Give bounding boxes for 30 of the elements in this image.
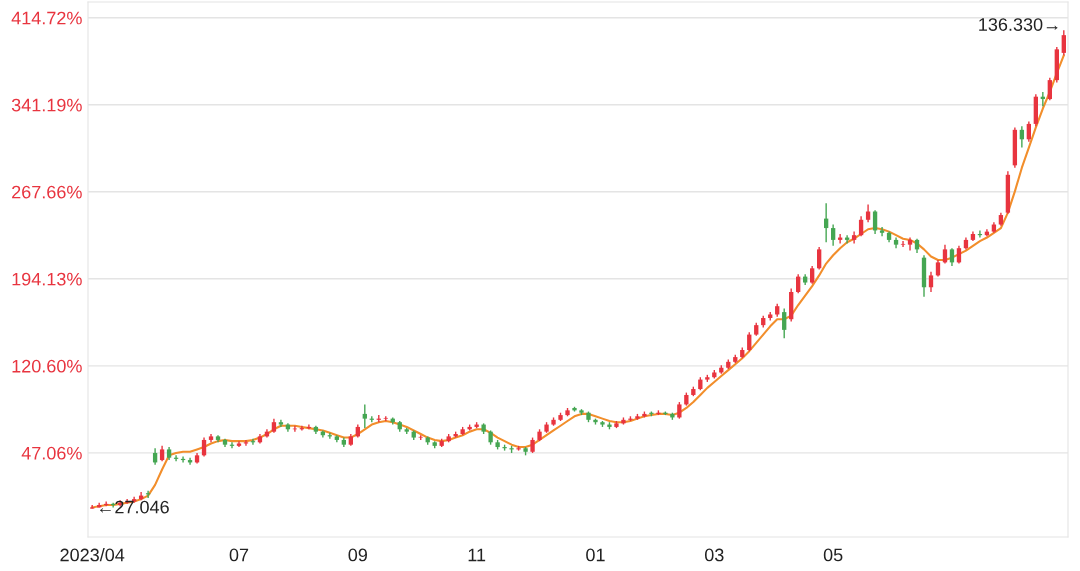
x-tick-label: 07: [229, 548, 249, 562]
candlestick: [362, 403, 367, 429]
y-tick-label: 120.60%: [12, 359, 82, 373]
y-tick-label: 414.72%: [11, 11, 82, 25]
y-tick-label: 194.13%: [12, 272, 82, 286]
candlestick: [816, 246, 822, 271]
candlestick: [858, 215, 864, 238]
annotation: 136.330→: [979, 18, 1058, 31]
candlestick: [796, 273, 801, 294]
candlestick: [879, 226, 885, 238]
candlestick: [830, 223, 836, 247]
candlestick: [1026, 120, 1032, 143]
y-tick-label: 341.19%: [11, 98, 82, 112]
candlestick: [900, 240, 906, 248]
x-tick-label: 09: [348, 548, 367, 562]
candlestick: [201, 436, 207, 458]
candlestick: [942, 243, 948, 265]
y-tick-label: 267.66%: [12, 185, 82, 199]
x-tick-label: 05: [823, 548, 843, 562]
annotation: ←27.046: [100, 500, 169, 514]
candlestick: [1047, 77, 1052, 101]
x-tick-label: 11: [468, 548, 486, 562]
candlestick: [782, 307, 787, 339]
x-tick-label: 01: [586, 548, 605, 562]
candlestick: [747, 331, 752, 352]
x-tick-label: 03: [704, 548, 724, 562]
candlestick: [928, 271, 934, 293]
x-tick-label: 2023/04: [60, 548, 125, 562]
y-tick-label: 47.06%: [21, 446, 82, 460]
candlestick: [1061, 29, 1066, 56]
